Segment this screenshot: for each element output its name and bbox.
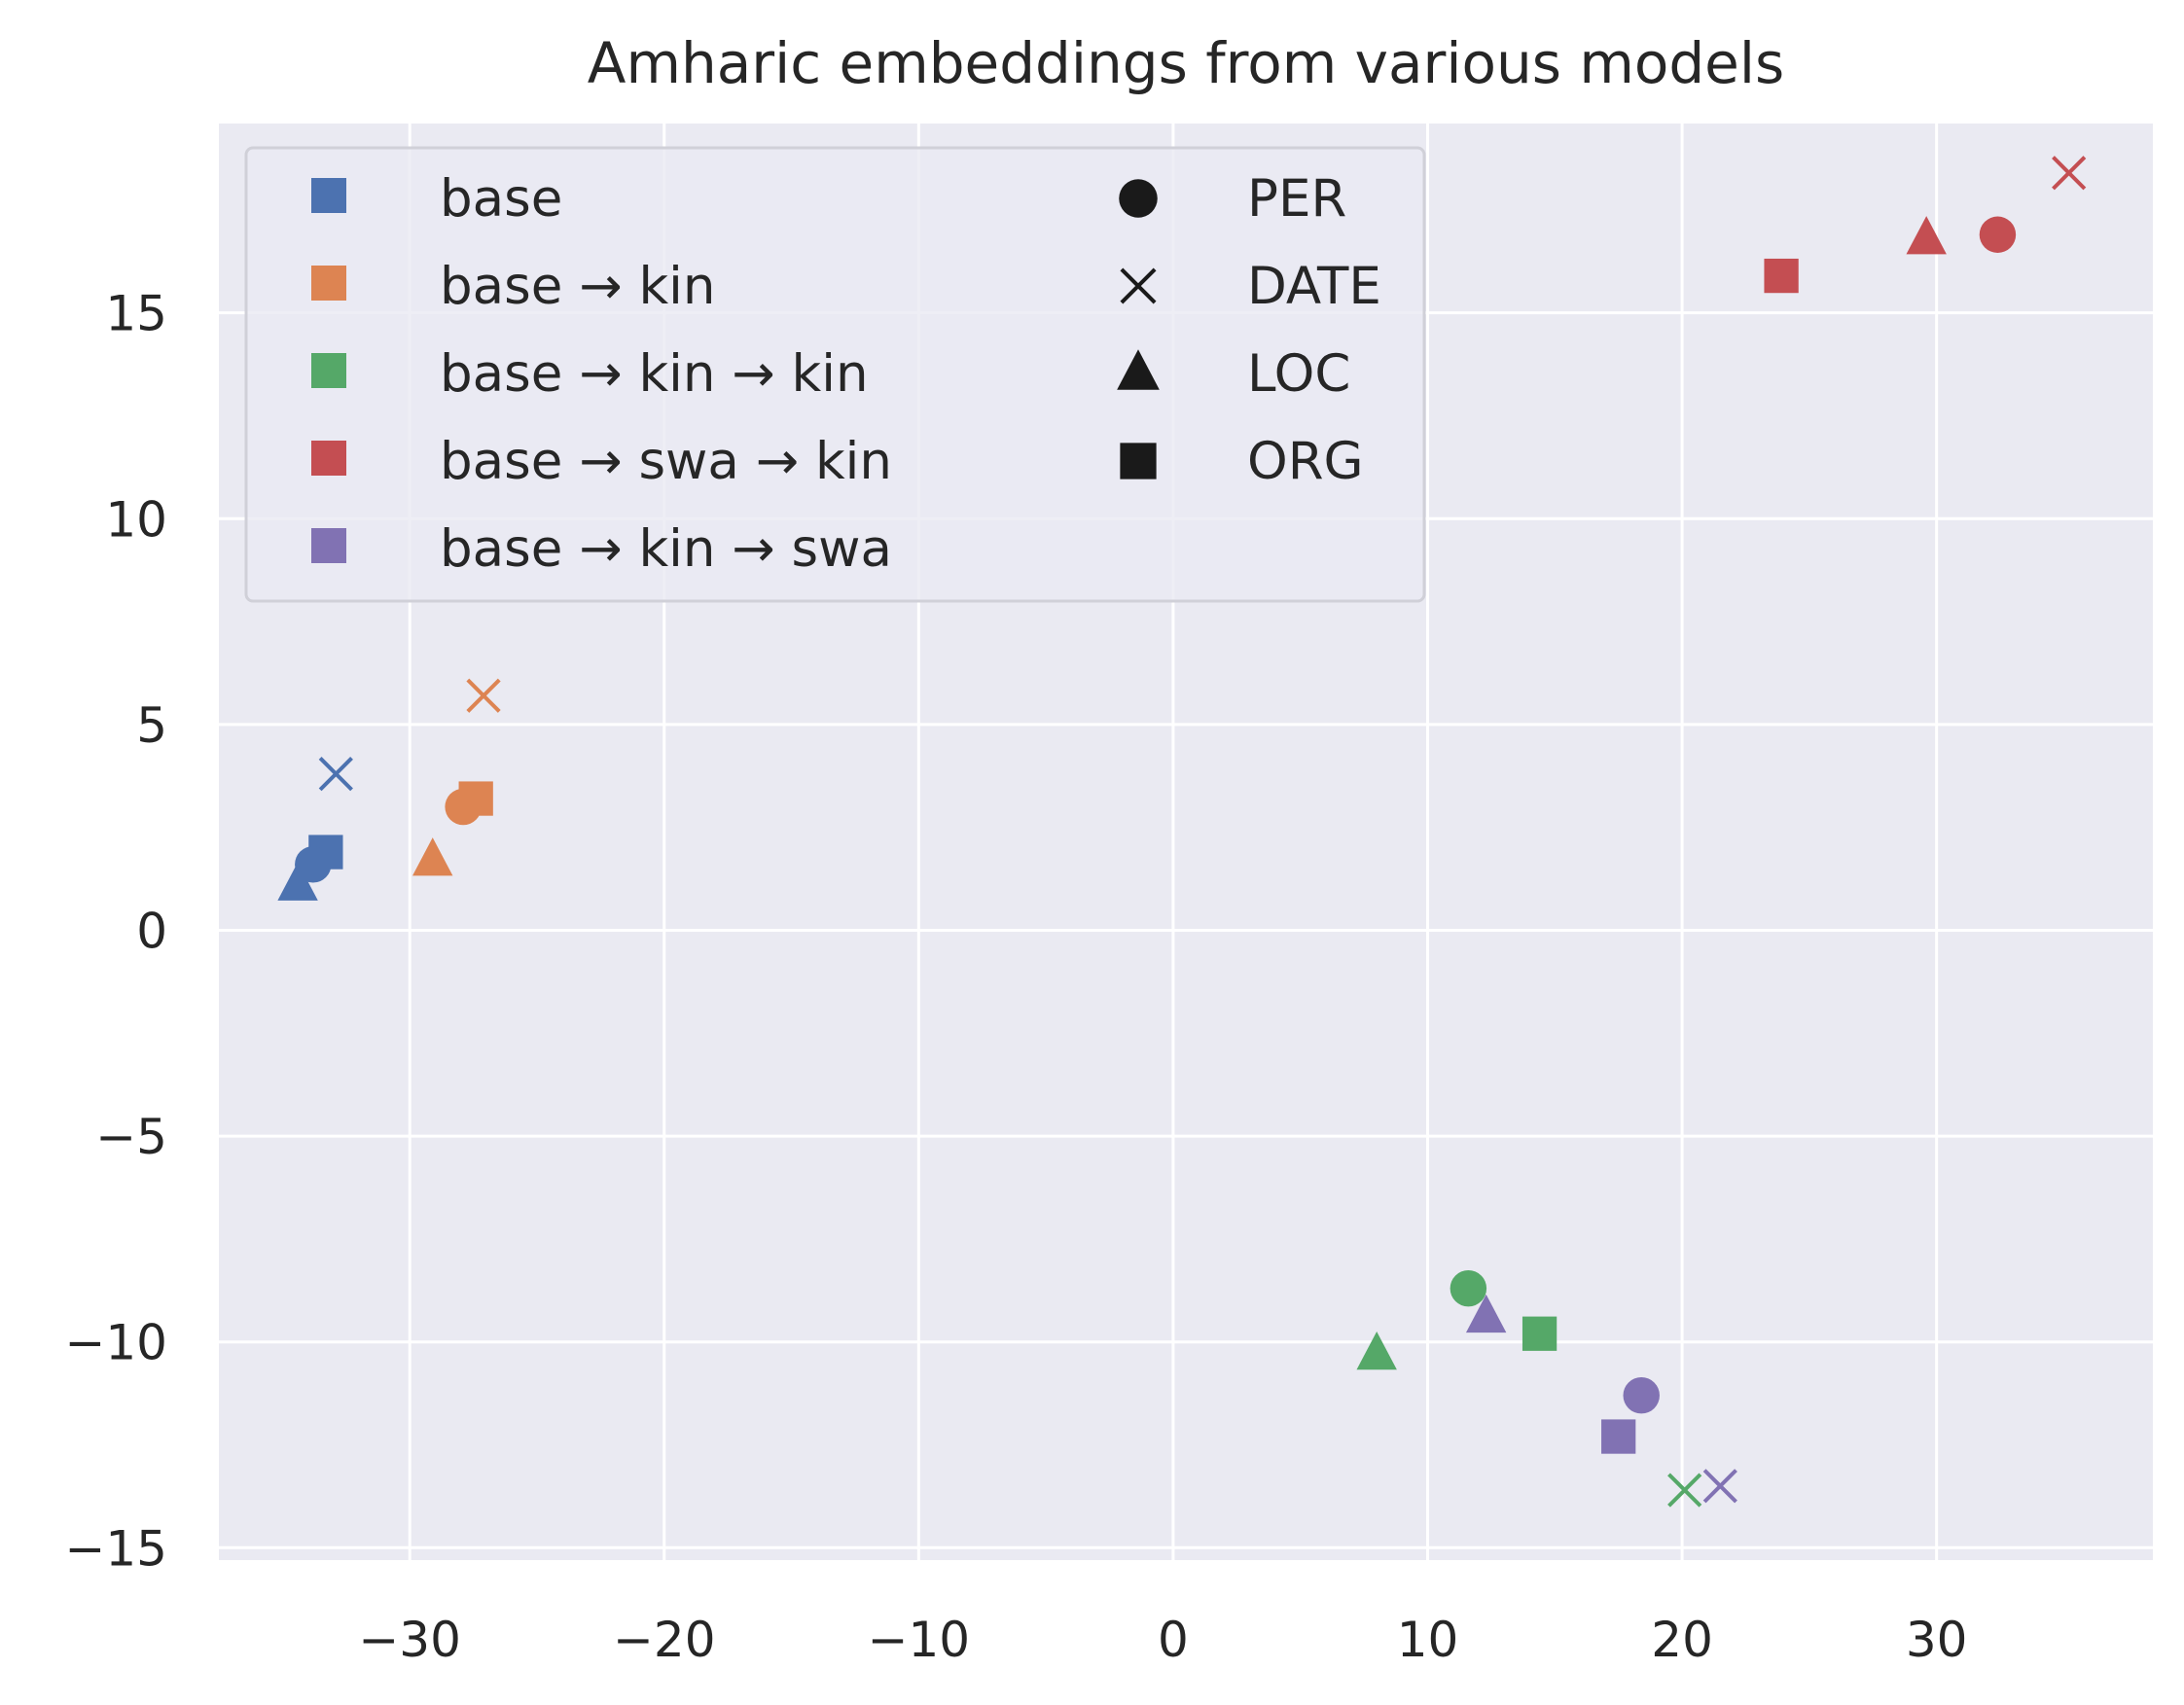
y-tick-label: 15 bbox=[105, 286, 167, 342]
x-tick-label: 30 bbox=[1906, 1612, 1968, 1668]
legend-label: DATE bbox=[1247, 257, 1381, 316]
legend-label: base → kin bbox=[440, 257, 715, 316]
y-tick-label: −5 bbox=[95, 1109, 167, 1165]
x-tick-label: 0 bbox=[1158, 1612, 1189, 1668]
legend-label: ORG bbox=[1247, 432, 1364, 491]
legend: base base → kin base → kin → kin base → swa… bbox=[244, 146, 1426, 603]
legend-swatch bbox=[311, 178, 346, 213]
data-point-loc bbox=[1465, 1294, 1507, 1333]
x-tick-label: 20 bbox=[1651, 1612, 1713, 1668]
chart-title: Amharic embeddings from various models bbox=[588, 30, 1784, 96]
y-tick-label: 0 bbox=[136, 903, 167, 959]
legend-swatch bbox=[311, 353, 346, 388]
y-tick-label: −10 bbox=[64, 1315, 167, 1371]
data-point-org bbox=[1522, 1316, 1557, 1351]
data-point-date bbox=[1702, 1469, 1737, 1504]
axis-ticks: −30 −20 −10 0 10 20 30 −15 −10 −5 0 5 10 15 bbox=[64, 286, 1967, 1668]
legend-label: LOC bbox=[1247, 344, 1350, 404]
legend-swatch bbox=[311, 528, 346, 563]
y-tick-label: 5 bbox=[136, 697, 167, 754]
y-tick-label: 10 bbox=[105, 491, 167, 548]
legend-marker-date bbox=[1120, 267, 1157, 304]
legend-swatch bbox=[311, 266, 346, 301]
legend-marker-loc bbox=[1117, 349, 1160, 390]
data-point-per bbox=[1623, 1376, 1660, 1414]
legend-label: base → kin → kin bbox=[440, 344, 869, 404]
x-tick-label: −30 bbox=[358, 1612, 461, 1668]
legend-box bbox=[244, 146, 1426, 603]
legend-label: base → swa → kin bbox=[440, 432, 892, 491]
data-point-per bbox=[295, 846, 332, 883]
x-tick-label: −10 bbox=[868, 1612, 971, 1668]
data-point-org bbox=[1601, 1419, 1636, 1454]
legend-marker-per bbox=[1119, 179, 1158, 218]
data-point-date bbox=[2052, 156, 2087, 191]
y-tick-label: −15 bbox=[64, 1520, 167, 1577]
legend-swatch bbox=[311, 441, 346, 476]
data-point-date bbox=[318, 757, 353, 792]
legend-label: base → kin → swa bbox=[440, 519, 892, 579]
data-point-loc bbox=[412, 837, 453, 876]
data-point-per bbox=[1450, 1269, 1487, 1307]
data-point-date bbox=[1667, 1473, 1702, 1508]
legend-marker-org bbox=[1120, 443, 1157, 480]
data-point-loc bbox=[1356, 1331, 1397, 1370]
data-points bbox=[277, 156, 2087, 1508]
data-point-loc bbox=[277, 862, 318, 901]
x-tick-label: 10 bbox=[1397, 1612, 1459, 1668]
data-point-loc bbox=[1906, 216, 1947, 255]
x-tick-label: −20 bbox=[613, 1612, 716, 1668]
data-point-org bbox=[1764, 258, 1799, 294]
data-point-per bbox=[1979, 216, 2017, 253]
legend-label: base bbox=[440, 169, 562, 229]
legend-label: PER bbox=[1247, 169, 1346, 229]
data-point-date bbox=[466, 678, 501, 713]
data-point-per bbox=[445, 788, 482, 826]
